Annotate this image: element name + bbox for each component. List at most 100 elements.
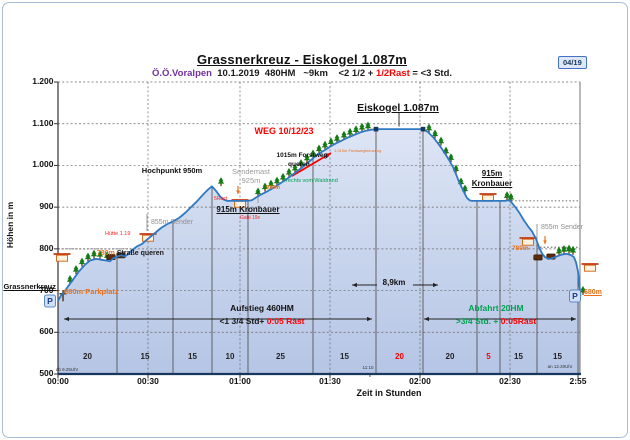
tree-icon <box>321 140 329 150</box>
x-tick-label: 01:00 <box>229 376 251 386</box>
y-tick-label: 1.000 <box>32 159 54 170</box>
hochpunkt-label: Hochpunkt 950m <box>141 166 203 175</box>
svg-text:P: P <box>47 296 53 306</box>
abfahrt-label-2: >3/4 Std. + 0:05Rast <box>455 316 537 326</box>
axis-ticks <box>54 81 579 379</box>
forstweg-label-2: queren <box>288 161 310 168</box>
segment-minutes: 5 <box>486 352 491 361</box>
road-crossing-icon <box>533 254 543 261</box>
segment-minutes: 10 <box>225 352 235 361</box>
m930-label: 930m <box>266 185 281 191</box>
sender-left-label: 855m Sender <box>151 219 194 226</box>
parking-icon: P <box>44 294 56 308</box>
tree-icon <box>565 244 573 254</box>
summit-marker <box>420 126 426 132</box>
hut-icon <box>519 237 537 246</box>
rast-note-left: 5Rast <box>214 196 228 202</box>
tree-icon <box>346 127 354 137</box>
parkplatz-label: 680m Parkplatz <box>64 287 119 296</box>
tree-icon <box>431 129 439 139</box>
abfahrt-label-1: Abfahrt 20HM <box>468 303 524 313</box>
segment-minutes: 20 <box>445 352 455 361</box>
chart-title: Grassnerkreuz - Eiskogel 1.087m <box>197 52 407 67</box>
aufstieg-label-2: <1 3/4 Std+ 0:05 Rast <box>219 316 305 326</box>
weg-label: WEG 10/12/23 <box>254 126 314 136</box>
segment-minutes: 15 <box>514 352 523 361</box>
eiskogel-label: Eiskogel 1.087m <box>357 102 439 114</box>
kronbauer-right-label-2: Kronbauer <box>471 179 513 188</box>
y-tick-label: 1.100 <box>32 117 54 128</box>
y-tick-label: 900 <box>39 201 54 212</box>
parking-icon: P <box>569 289 581 303</box>
tree-icon <box>273 176 281 186</box>
m780-right-label: 780m <box>512 245 529 252</box>
x-axis-title: Zeit in Stunden <box>356 388 422 398</box>
tree-icon <box>96 250 104 260</box>
x-tick-label: 2:55 <box>569 376 587 386</box>
sendemast-label-1: Sendemast <box>232 167 270 176</box>
hut-icon <box>581 263 599 272</box>
tree-icon <box>291 163 299 173</box>
tree-icon <box>358 122 366 132</box>
tree-icon <box>352 125 360 135</box>
strasse-queren-label: 780m Straße queren <box>97 250 164 257</box>
x-tick-label: 02:30 <box>499 376 521 386</box>
waldrand-note: rechts vom Waldrand <box>286 178 338 184</box>
tree-icon <box>447 153 455 163</box>
tree-icon <box>333 134 341 144</box>
chart-subtitle: Ö.Ö.Voralpen 10.1.2019 480HM ~9km <2 1/2… <box>151 68 453 79</box>
y-tick-label: 700 <box>39 284 54 295</box>
m680-right-label: 680m <box>584 289 602 296</box>
elevation-profile-line <box>57 128 582 302</box>
tree-icon <box>217 177 225 187</box>
tree-icon <box>84 252 92 262</box>
tree-icon <box>364 121 372 131</box>
grassnerkreuz-label: Grassnerkreuz <box>3 282 56 291</box>
segment-minutes: 15 <box>140 352 150 361</box>
title-block: Grassnerkreuz - Eiskogel 1.087m Ö.Ö.Vora… <box>0 52 604 79</box>
summit-time-note: 11:10 <box>362 365 374 370</box>
kronbauer-left-label: 915m Kronbauer <box>216 205 280 214</box>
summit-marker <box>373 126 379 132</box>
start-time-note: ab 9.25Uhr <box>55 367 79 372</box>
huette-note: Hütte 1.19 <box>105 231 131 237</box>
forstweg-label-1: 1015m Forstweg <box>276 152 328 159</box>
forstweg-orange-note: 1.015m Forstwegkreuzung <box>334 148 382 153</box>
hut-icon <box>53 253 71 262</box>
y-tick-label: 500 <box>39 368 54 378</box>
kronbauer-left-note: Gabi 19x <box>240 215 261 221</box>
segment-minutes: 15 <box>188 352 197 361</box>
hut-icon <box>139 233 157 242</box>
x-tick-label: 02:00 <box>409 376 431 386</box>
tree-icon <box>425 123 433 133</box>
date-badge: 04/19 <box>558 56 587 69</box>
tree-icon <box>285 167 293 177</box>
aufstieg-label-1: Aufstieg 460HM <box>230 303 294 313</box>
x-tick-label: 00:30 <box>137 376 159 386</box>
svg-text:P: P <box>572 291 578 301</box>
annotation-arrows <box>64 152 576 322</box>
tree-icon <box>261 182 269 192</box>
tree-icon <box>327 137 335 147</box>
tree-icons <box>66 121 587 295</box>
tree-icon <box>78 257 86 267</box>
tree-icon <box>569 245 577 255</box>
tree-icon <box>503 191 511 201</box>
tree-icon <box>315 144 323 154</box>
segment-minutes: 15 <box>340 352 349 361</box>
segment-minutes: 25 <box>276 352 285 361</box>
y-tick-label: 800 <box>39 242 54 253</box>
x-tick-label: 00:00 <box>47 376 69 386</box>
sendemast-label-2: 925m <box>241 176 261 185</box>
y-tick-label: 600 <box>39 326 54 337</box>
end-time-note: an 12.20Uhr <box>547 364 573 369</box>
profile-area <box>58 129 581 374</box>
tree-icon <box>309 149 317 159</box>
tree-icon <box>279 172 287 182</box>
tree-icon <box>297 159 305 169</box>
tree-icon <box>340 130 348 140</box>
tree-icon <box>90 249 98 259</box>
